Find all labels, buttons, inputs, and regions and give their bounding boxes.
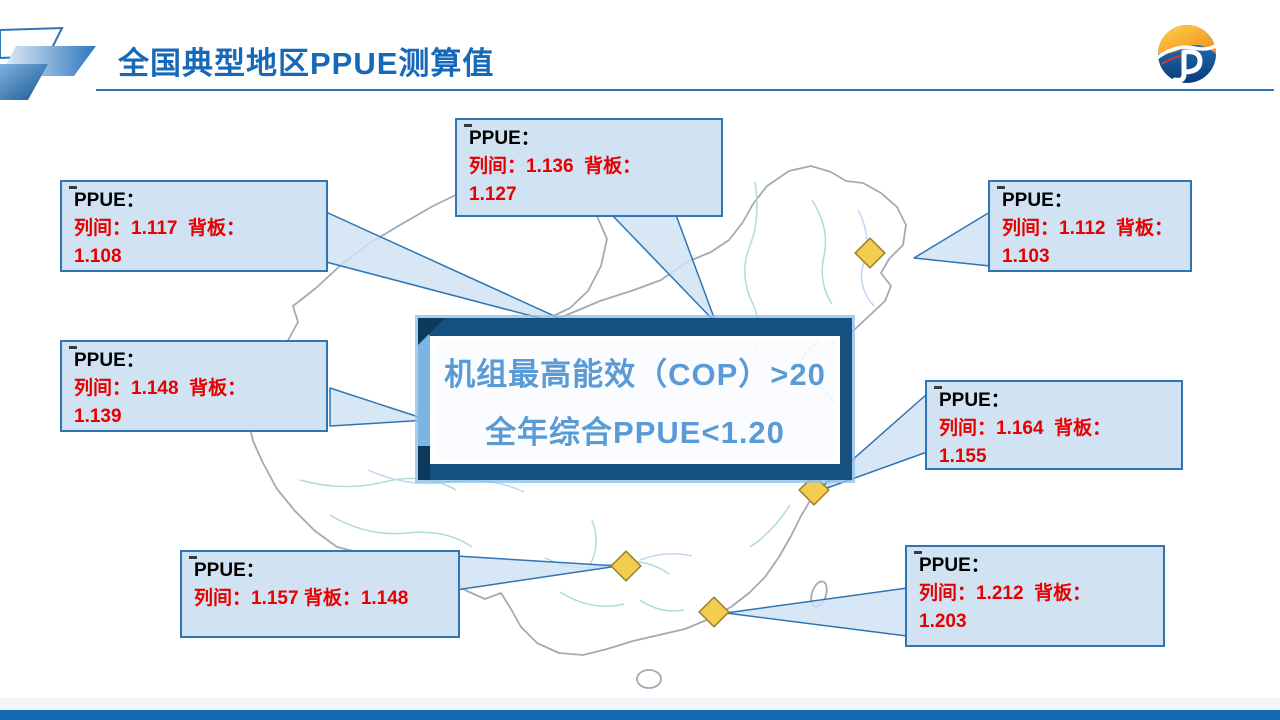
callout-title: PPUE： (469, 128, 540, 149)
callout-value-line: 列间：1.157 背板：1.148 (194, 588, 409, 609)
pointer-northwest (325, 211, 586, 331)
center-statement-box: 机组最高能效（COP）>20 全年综合PPUE<1.20 (418, 318, 852, 480)
deco-parallelogram-dark (0, 64, 48, 100)
callout-value-line: 列间：1.117 背板： (74, 218, 246, 239)
pointer-northeast (913, 211, 991, 267)
hainan-island (636, 669, 662, 689)
pointer-west (329, 387, 429, 427)
callout-west: PPUE： 列间：1.148 背板： 1.139 (60, 340, 328, 432)
pointer-southwest (455, 555, 619, 591)
callout-title: PPUE： (74, 350, 145, 371)
page-title: 全国典型地区PPUE测算值 (118, 46, 495, 81)
statement-line-1: 机组最高能效（COP）>20 (444, 356, 826, 392)
marker-northeast-icon (854, 237, 886, 269)
callout-east: PPUE： 列间：1.164 背板： 1.155 (925, 380, 1183, 470)
callout-value-line: 列间：1.112 背板： (1002, 218, 1174, 239)
callout-northeast: PPUE： 列间：1.112 背板： 1.103 (988, 180, 1192, 272)
location-markers (610, 237, 886, 628)
callout-title: PPUE： (1002, 190, 1073, 211)
callout-value-line: 1.127 (469, 184, 517, 205)
callout-value-line: 1.139 (74, 406, 122, 427)
callout-value-line: 列间：1.164 背板： (939, 418, 1112, 439)
callout-title: PPUE： (74, 190, 145, 211)
header-decoration (0, 26, 96, 100)
footer-light-strip (0, 698, 1280, 710)
title-underline (96, 89, 1274, 91)
callout-value-line: 1.103 (1002, 246, 1050, 267)
marker-east-icon (798, 474, 830, 506)
marker-southwest-icon (610, 550, 642, 582)
footer-bar (0, 710, 1280, 720)
callout-north: PPUE： 列间：1.136 背板： 1.127 (455, 118, 723, 217)
callout-value-line: 列间：1.212 背板： (919, 583, 1092, 604)
statement-line-2: 全年综合PPUE<1.20 (485, 414, 785, 450)
jp-logo-icon (1156, 25, 1218, 83)
pointer-southeast (725, 587, 908, 637)
pointer-north (611, 214, 717, 324)
callout-title: PPUE： (939, 390, 1010, 411)
callout-value-line: 1.108 (74, 246, 122, 267)
callout-title: PPUE： (194, 560, 265, 581)
callout-value-line: 列间：1.148 背板： (74, 378, 247, 399)
callout-northwest: PPUE： 列间：1.117 背板： 1.108 (60, 180, 328, 272)
callout-southeast: PPUE： 列间：1.212 背板： 1.203 (905, 545, 1165, 647)
callout-title: PPUE： (919, 555, 990, 576)
callout-value-line: 列间：1.136 背板： (469, 156, 642, 177)
callout-value-line: 1.155 (939, 446, 987, 467)
callout-southwest: PPUE： 列间：1.157 背板：1.148 (180, 550, 460, 638)
callout-value-line: 1.203 (919, 611, 967, 632)
marker-southeast-icon (698, 596, 730, 628)
